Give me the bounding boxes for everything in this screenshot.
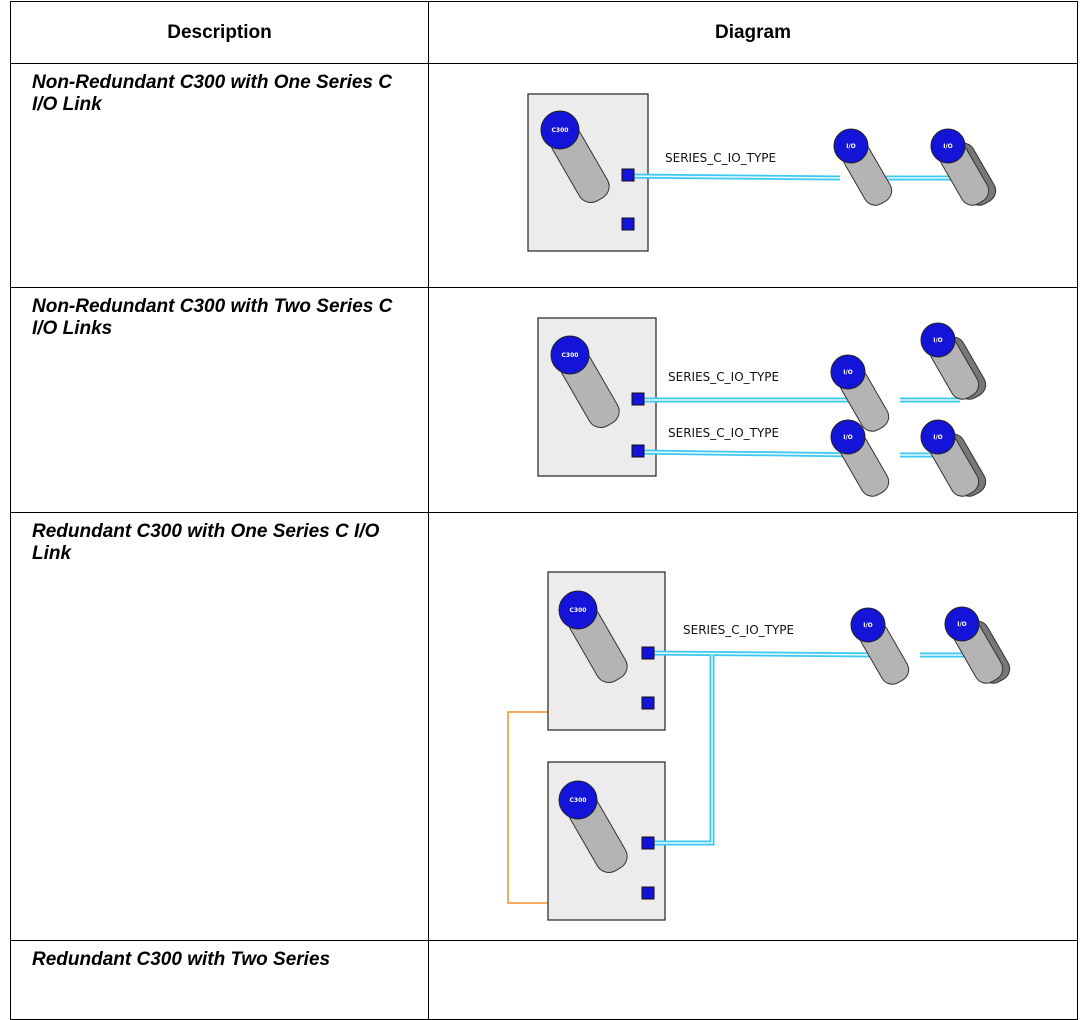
device-head bbox=[550, 335, 590, 375]
device-label: I/O bbox=[843, 434, 853, 441]
device-label: C300 bbox=[570, 797, 587, 804]
device-label: I/O bbox=[957, 621, 967, 628]
port bbox=[621, 217, 635, 231]
device-head bbox=[540, 110, 580, 150]
device: I/O bbox=[830, 354, 890, 432]
port bbox=[641, 836, 655, 850]
redundancy-link bbox=[507, 711, 549, 904]
port bbox=[621, 168, 635, 182]
device-head bbox=[558, 590, 598, 630]
device-label: I/O bbox=[943, 143, 953, 150]
device: C300 bbox=[550, 335, 620, 428]
device-head bbox=[830, 419, 866, 455]
device: I/O bbox=[930, 128, 997, 206]
device: C300 bbox=[540, 110, 610, 203]
port bbox=[631, 392, 645, 406]
description: Redundant C300 with One Series C I/O Lin… bbox=[32, 521, 380, 564]
diagrams: C300 SERIES_C_IO_TYPE I/O I/O C300 SERIES_C_I… bbox=[507, 93, 1011, 921]
page: Description Diagram Non-Redundant C300 w… bbox=[10, 1, 1078, 1020]
device: I/O bbox=[920, 322, 987, 400]
device-label: C300 bbox=[552, 127, 569, 134]
cable-core bbox=[647, 652, 881, 656]
cable-core bbox=[627, 175, 841, 179]
device: I/O bbox=[830, 419, 890, 497]
port bbox=[641, 696, 655, 710]
device: C300 bbox=[558, 590, 628, 683]
cable-core bbox=[648, 655, 713, 844]
port bbox=[631, 444, 645, 458]
description: Non-Redundant C300 with Two Series C I/O… bbox=[32, 296, 393, 339]
device-head bbox=[830, 354, 866, 390]
cable-core bbox=[637, 451, 861, 456]
device: I/O bbox=[850, 607, 910, 685]
description: Redundant C300 with Two Series bbox=[32, 949, 331, 970]
device-label: I/O bbox=[843, 369, 853, 376]
device-label: I/O bbox=[933, 434, 943, 441]
device-head bbox=[920, 419, 956, 455]
header-text: Diagram bbox=[714, 21, 792, 43]
device-head bbox=[833, 128, 869, 164]
device-label: I/O bbox=[846, 143, 856, 150]
device-label: C300 bbox=[562, 352, 579, 359]
description: Non-Redundant C300 with One Series C I/O… bbox=[32, 72, 392, 115]
device-head bbox=[558, 780, 598, 820]
link-label: SERIES_C_IO_TYPE bbox=[668, 370, 779, 384]
device-head bbox=[920, 322, 956, 358]
device: C300 bbox=[558, 780, 628, 873]
device: I/O bbox=[833, 128, 893, 206]
port bbox=[641, 886, 655, 900]
header-text: Description bbox=[167, 21, 272, 43]
device: I/O bbox=[944, 606, 1011, 684]
link-label: SERIES_C_IO_TYPE bbox=[683, 623, 794, 637]
port bbox=[641, 646, 655, 660]
device: I/O bbox=[920, 419, 987, 497]
device-label: I/O bbox=[933, 337, 943, 344]
link-label: SERIES_C_IO_TYPE bbox=[665, 151, 776, 165]
device-label: I/O bbox=[863, 622, 873, 629]
link-label: SERIES_C_IO_TYPE bbox=[668, 426, 779, 440]
device-label: C300 bbox=[570, 607, 587, 614]
device-head bbox=[930, 128, 966, 164]
device-head bbox=[850, 607, 886, 643]
device-head bbox=[944, 606, 980, 642]
